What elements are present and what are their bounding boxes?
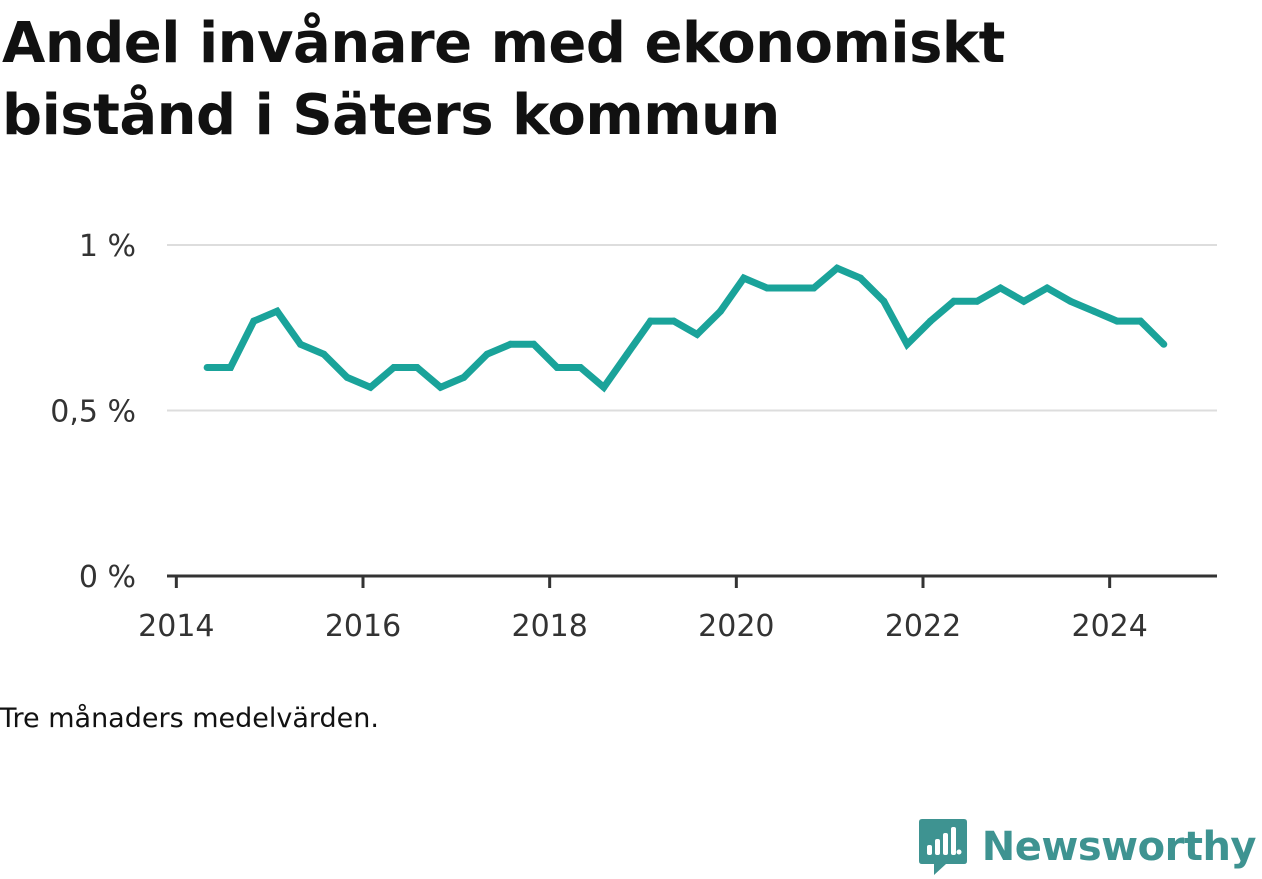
data-point [1090,307,1098,315]
data-point [1020,297,1028,305]
x-tick-label: 2014 [138,609,214,644]
brand-logo: Newsworthy [918,819,1257,875]
data-point [1066,297,1074,305]
chart-title: Andel invånare med ekonomiskt bistånd i … [2,11,1005,148]
data-point [530,340,538,348]
newsworthy-logo-icon [918,819,967,875]
x-axis: 2014 2016 2018 2020 2022 2024 [138,574,1217,644]
x-tick-label: 2020 [698,609,774,644]
data-point [926,317,934,325]
data-point [623,350,631,358]
brand-name: Newsworthy [981,824,1257,870]
data-point [250,317,258,325]
x-tick-label: 2016 [325,609,401,644]
data-point [436,383,444,391]
data-point [203,363,211,371]
data-point [646,317,654,325]
data-point [483,350,491,358]
data-point [880,297,888,305]
line-chart: 0 % 0,5 % 1 % 2014 2016 2018 2020 2022 2024 [50,229,1217,644]
data-point [1043,284,1051,292]
data-point [740,274,748,282]
data-point [506,340,514,348]
data-point [320,350,328,358]
data-point [856,274,864,282]
x-tick-label: 2022 [885,609,961,644]
x-tick-label: 2018 [511,609,587,644]
data-point [343,373,351,381]
chart-caption: Tre månaders medelvärden. [0,703,379,734]
data-point [763,284,771,292]
data-point [693,330,701,338]
data-point [600,383,608,391]
data-point [413,363,421,371]
data-point [670,317,678,325]
data-point [996,284,1004,292]
series-layer [203,264,1168,393]
y-tick-label: 0,5 % [50,395,136,430]
data-point [460,373,468,381]
data-point [226,363,234,371]
data-point [390,363,398,371]
data-point [366,383,374,391]
data-point [833,264,841,272]
y-tick-label: 1 % [79,229,136,264]
series-line [207,264,1167,393]
data-point [1136,317,1144,325]
data-point [273,307,281,315]
data-point [903,340,911,348]
grid-lines: 0 % 0,5 % 1 % [50,229,1217,595]
data-point [950,297,958,305]
data-point [1113,317,1121,325]
data-point [553,363,561,371]
y-tick-label: 0 % [79,560,136,595]
data-point [973,297,981,305]
data-point [296,340,304,348]
data-point [810,284,818,292]
data-point [786,284,794,292]
data-point [576,363,584,371]
data-point [1160,340,1168,348]
x-tick-label: 2024 [1071,609,1147,644]
data-point [716,307,724,315]
